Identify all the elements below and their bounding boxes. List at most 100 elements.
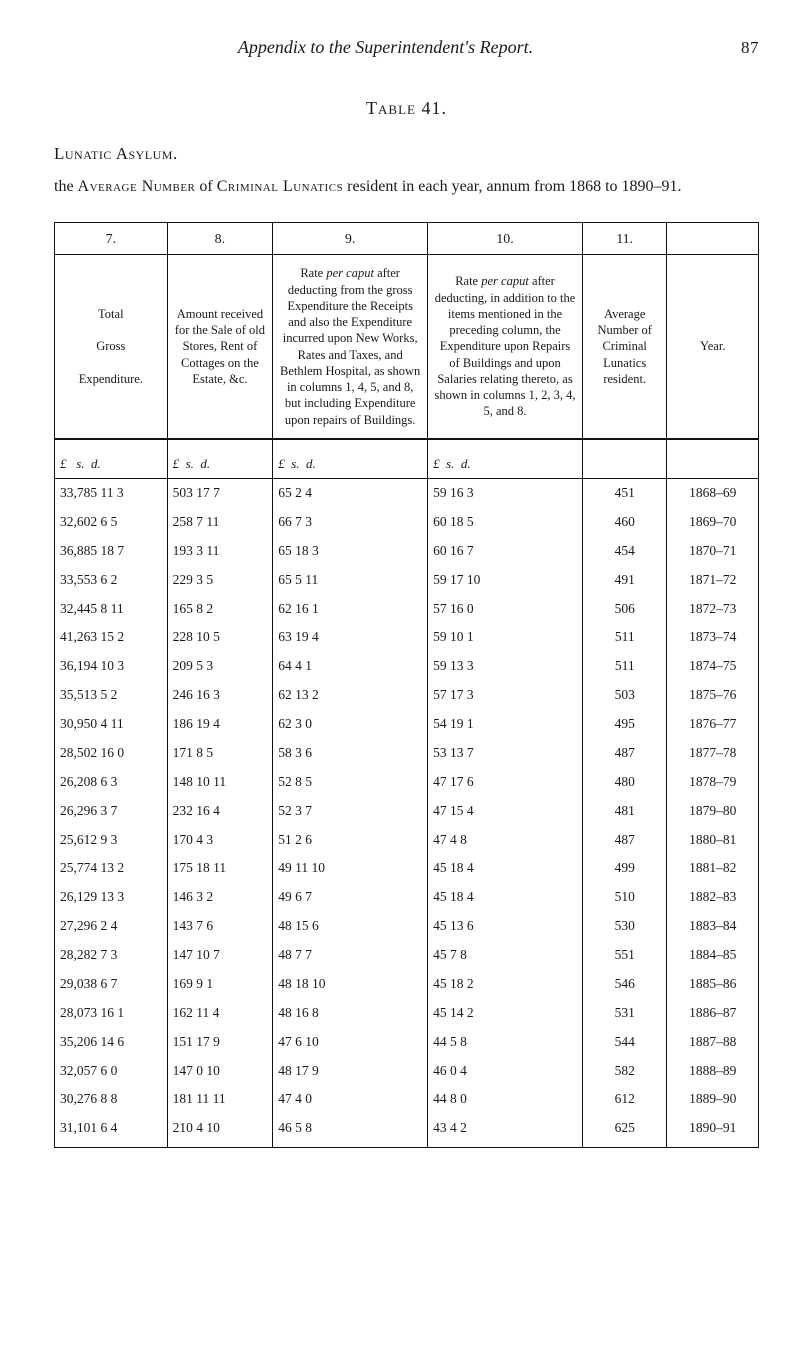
cell-rate-per-caput-a: 48 17 9 bbox=[273, 1057, 428, 1086]
cell-amount-received: 147 0 10 bbox=[167, 1057, 273, 1086]
cell-year: 1875–76 bbox=[667, 681, 759, 710]
cell-year: 1872–73 bbox=[667, 595, 759, 624]
cell-rate-per-caput-b: 45 18 4 bbox=[428, 883, 583, 912]
cell-rate-per-caput-a: 52 8 5 bbox=[273, 768, 428, 797]
cell-total-gross-expenditure: 29,038 6 7 bbox=[55, 970, 168, 999]
table-row: 41,263 15 2228 10 563 19 459 10 15111873… bbox=[55, 623, 759, 652]
cell-amount-received: 193 3 11 bbox=[167, 537, 273, 566]
column-number-row: 7. 8. 9. 10. 11. bbox=[55, 222, 759, 255]
cell-rate-per-caput-a: 46 5 8 bbox=[273, 1114, 428, 1147]
cell-amount-received: 258 7 11 bbox=[167, 508, 273, 537]
cell-amount-received: 503 17 7 bbox=[167, 479, 273, 508]
cell-year: 1879–80 bbox=[667, 797, 759, 826]
table-row: 28,073 16 1162 11 448 16 845 14 25311886… bbox=[55, 999, 759, 1028]
cell-rate-per-caput-a: 48 7 7 bbox=[273, 941, 428, 970]
colnum-7: 7. bbox=[55, 222, 168, 255]
cell-amount-received: 186 19 4 bbox=[167, 710, 273, 739]
cell-rate-per-caput-a: 65 2 4 bbox=[273, 479, 428, 508]
table-row: 27,296 2 4143 7 648 15 645 13 65301883–8… bbox=[55, 912, 759, 941]
cell-amount-received: 143 7 6 bbox=[167, 912, 273, 941]
cell-total-gross-expenditure: 35,206 14 6 bbox=[55, 1028, 168, 1057]
cell-rate-per-caput-b: 45 14 2 bbox=[428, 999, 583, 1028]
cell-rate-per-caput-a: 52 3 7 bbox=[273, 797, 428, 826]
table-label: Table 41. bbox=[54, 97, 759, 120]
running-title: Appendix to the Superintendent's Report. bbox=[54, 36, 717, 59]
cell-average-number: 531 bbox=[582, 999, 666, 1028]
cell-rate-per-caput-b: 57 16 0 bbox=[428, 595, 583, 624]
cell-total-gross-expenditure: 28,502 16 0 bbox=[55, 739, 168, 768]
table-row: 30,950 4 11186 19 462 3 054 19 14951876–… bbox=[55, 710, 759, 739]
cell-rate-per-caput-b: 53 13 7 bbox=[428, 739, 583, 768]
cell-year: 1890–91 bbox=[667, 1114, 759, 1147]
table-row: 30,276 8 8181 11 1147 4 044 8 06121889–9… bbox=[55, 1085, 759, 1114]
cell-total-gross-expenditure: 25,774 13 2 bbox=[55, 854, 168, 883]
cell-rate-per-caput-a: 58 3 6 bbox=[273, 739, 428, 768]
table-row: 26,296 3 7232 16 452 3 747 15 44811879–8… bbox=[55, 797, 759, 826]
cell-average-number: 511 bbox=[582, 652, 666, 681]
cell-year: 1878–79 bbox=[667, 768, 759, 797]
table-row: 32,445 8 11165 8 262 16 157 16 05061872–… bbox=[55, 595, 759, 624]
table-body: 33,785 11 3503 17 765 2 459 16 34511868–… bbox=[55, 479, 759, 1148]
cell-rate-per-caput-a: 62 3 0 bbox=[273, 710, 428, 739]
cell-total-gross-expenditure: 41,263 15 2 bbox=[55, 623, 168, 652]
table-row: 35,513 5 2246 16 362 13 257 17 35031875–… bbox=[55, 681, 759, 710]
units-7: £ s. d. bbox=[55, 439, 168, 479]
cell-average-number: 495 bbox=[582, 710, 666, 739]
coldesc-8: Amount received for the Sale of old Stor… bbox=[167, 255, 273, 439]
cell-total-gross-expenditure: 26,296 3 7 bbox=[55, 797, 168, 826]
intro-paragraph: the Average Number of Criminal Lunatics … bbox=[54, 176, 759, 198]
table-row: 36,194 10 3209 5 364 4 159 13 35111874–7… bbox=[55, 652, 759, 681]
units-yr bbox=[667, 439, 759, 479]
cell-rate-per-caput-b: 45 18 2 bbox=[428, 970, 583, 999]
cell-average-number: 506 bbox=[582, 595, 666, 624]
table-row: 32,057 6 0147 0 1048 17 946 0 45821888–8… bbox=[55, 1057, 759, 1086]
cell-total-gross-expenditure: 32,445 8 11 bbox=[55, 595, 168, 624]
cell-rate-per-caput-a: 49 11 10 bbox=[273, 854, 428, 883]
cell-rate-per-caput-a: 65 18 3 bbox=[273, 537, 428, 566]
cell-rate-per-caput-b: 46 0 4 bbox=[428, 1057, 583, 1086]
cell-year: 1882–83 bbox=[667, 883, 759, 912]
coldesc-9: Rate per caput after deducting from the … bbox=[273, 255, 428, 439]
cell-total-gross-expenditure: 30,276 8 8 bbox=[55, 1085, 168, 1114]
cell-rate-per-caput-a: 62 16 1 bbox=[273, 595, 428, 624]
cell-year: 1873–74 bbox=[667, 623, 759, 652]
cell-rate-per-caput-a: 48 16 8 bbox=[273, 999, 428, 1028]
cell-rate-per-caput-b: 45 18 4 bbox=[428, 854, 583, 883]
cell-total-gross-expenditure: 32,602 6 5 bbox=[55, 508, 168, 537]
cell-total-gross-expenditure: 27,296 2 4 bbox=[55, 912, 168, 941]
cell-average-number: 487 bbox=[582, 826, 666, 855]
cell-amount-received: 175 18 11 bbox=[167, 854, 273, 883]
table-row: 28,282 7 3147 10 748 7 745 7 85511884–85 bbox=[55, 941, 759, 970]
cell-year: 1876–77 bbox=[667, 710, 759, 739]
cell-amount-received: 169 9 1 bbox=[167, 970, 273, 999]
cell-total-gross-expenditure: 28,282 7 3 bbox=[55, 941, 168, 970]
cell-amount-received: 165 8 2 bbox=[167, 595, 273, 624]
cell-rate-per-caput-b: 43 4 2 bbox=[428, 1114, 583, 1147]
table-row: 25,774 13 2175 18 1149 11 1045 18 449918… bbox=[55, 854, 759, 883]
cell-total-gross-expenditure: 28,073 16 1 bbox=[55, 999, 168, 1028]
colnum-11: 11. bbox=[582, 222, 666, 255]
units-8: £ s. d. bbox=[167, 439, 273, 479]
coldesc-11: Average Number of Criminal Lunatics resi… bbox=[582, 255, 666, 439]
running-head: Appendix to the Superintendent's Report.… bbox=[54, 36, 759, 59]
cell-average-number: 530 bbox=[582, 912, 666, 941]
cell-rate-per-caput-a: 47 4 0 bbox=[273, 1085, 428, 1114]
colnum-yr bbox=[667, 222, 759, 255]
cell-year: 1880–81 bbox=[667, 826, 759, 855]
cell-year: 1868–69 bbox=[667, 479, 759, 508]
colnum-8: 8. bbox=[167, 222, 273, 255]
cell-rate-per-caput-a: 49 6 7 bbox=[273, 883, 428, 912]
cell-rate-per-caput-b: 45 13 6 bbox=[428, 912, 583, 941]
cell-year: 1888–89 bbox=[667, 1057, 759, 1086]
cell-rate-per-caput-a: 48 18 10 bbox=[273, 970, 428, 999]
cell-rate-per-caput-b: 47 4 8 bbox=[428, 826, 583, 855]
section-title: Lunatic Asylum. bbox=[54, 143, 759, 164]
column-description-row: TotalGrossExpenditure. Amount received f… bbox=[55, 255, 759, 439]
cell-amount-received: 229 3 5 bbox=[167, 566, 273, 595]
cell-rate-per-caput-b: 45 7 8 bbox=[428, 941, 583, 970]
cell-rate-per-caput-a: 62 13 2 bbox=[273, 681, 428, 710]
cell-year: 1889–90 bbox=[667, 1085, 759, 1114]
cell-year: 1869–70 bbox=[667, 508, 759, 537]
colnum-10: 10. bbox=[428, 222, 583, 255]
cell-total-gross-expenditure: 33,553 6 2 bbox=[55, 566, 168, 595]
